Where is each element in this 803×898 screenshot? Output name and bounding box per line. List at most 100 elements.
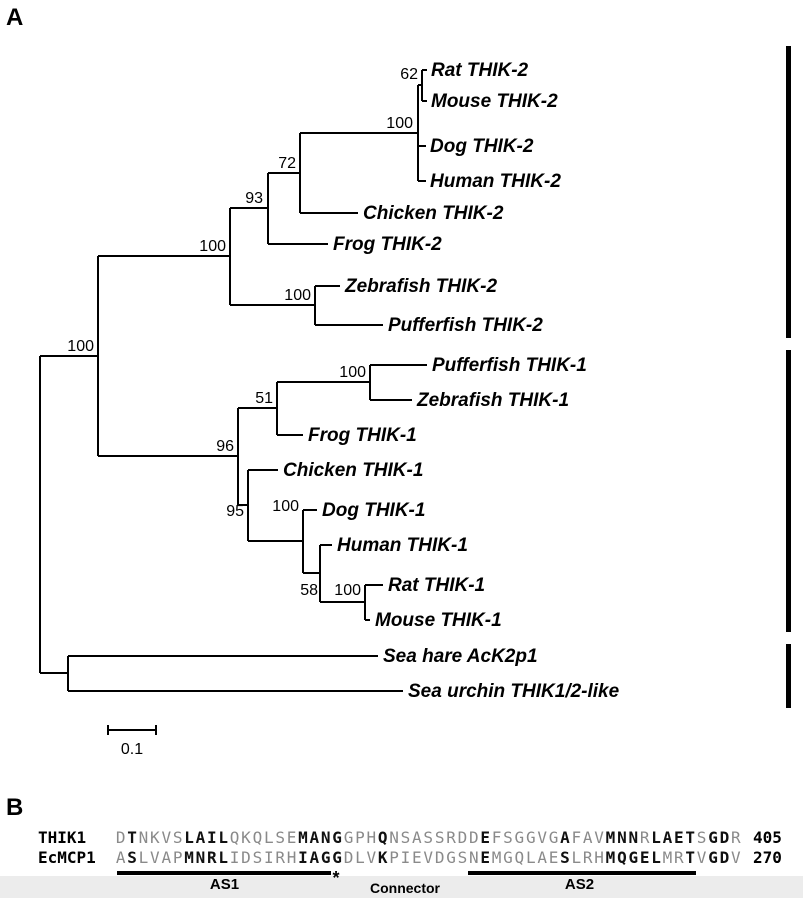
taxon-label: Sea urchin THIK1/2-like <box>408 681 620 702</box>
bootstrap-value: 93 <box>245 190 263 207</box>
residue: S <box>434 828 445 847</box>
as1-underline <box>117 871 331 875</box>
residue: I <box>263 848 274 867</box>
residue: G <box>343 828 354 847</box>
residue: L <box>184 828 194 847</box>
as1-label: AS1 <box>209 876 240 893</box>
residue: V <box>730 848 741 867</box>
residue: D <box>241 848 251 867</box>
taxon-label: Frog THIK-2 <box>333 234 442 255</box>
residue: V <box>423 848 434 867</box>
residue: R <box>446 828 456 847</box>
residue: G <box>446 848 456 867</box>
residue: R <box>674 848 684 867</box>
residue: K <box>150 828 160 847</box>
taxon-label: Mouse THIK-1 <box>375 610 502 631</box>
residue: D <box>115 828 126 847</box>
residue: M <box>662 848 673 867</box>
residue: Q <box>514 848 525 867</box>
taxon-label: Human THIK-2 <box>430 171 561 192</box>
residue: V <box>366 848 377 867</box>
panel-a-label: A <box>6 4 24 31</box>
tree-branches <box>39 69 427 692</box>
residue: E <box>480 828 491 847</box>
annotation-band <box>0 876 803 898</box>
taxon-label: Rat THIK-2 <box>431 60 529 81</box>
residue: A <box>309 848 320 867</box>
taxon-label: Human THIK-1 <box>337 535 468 556</box>
residue: K <box>377 848 388 867</box>
taxon-label: Dog THIK-2 <box>430 136 534 157</box>
residue-number: 405 <box>753 828 782 847</box>
residue: N <box>389 828 399 847</box>
residue: I <box>207 828 217 847</box>
residue: N <box>468 848 479 867</box>
residue: V <box>150 848 160 867</box>
residue: G <box>548 828 559 847</box>
residue: T <box>685 848 696 867</box>
scale-bar-label: 0.1 <box>121 741 143 758</box>
residue: S <box>696 828 707 847</box>
residue: A <box>412 828 422 847</box>
bootstrap-value: 100 <box>284 287 311 304</box>
taxon-label: Zebrafish THIK-1 <box>416 390 569 411</box>
taxon-label: Sea hare AcK2p1 <box>383 646 538 667</box>
residue: L <box>651 828 661 847</box>
residue: A <box>161 848 172 867</box>
sequence-name: EcMCP1 <box>38 848 96 867</box>
residue-number: 270 <box>753 848 782 867</box>
residue: F <box>491 828 502 847</box>
residue: G <box>525 828 536 847</box>
residue: G <box>514 828 525 847</box>
residue: L <box>651 848 661 867</box>
residue: N <box>195 848 206 867</box>
residue: L <box>355 848 365 867</box>
residue: V <box>696 848 707 867</box>
bootstrap-value: 100 <box>334 582 361 599</box>
taxon-label: Chicken THIK-2 <box>363 203 504 224</box>
residue: A <box>582 828 593 847</box>
scale-bar: 0.1 <box>107 725 157 758</box>
residue: E <box>286 828 297 847</box>
residue: G <box>320 848 331 867</box>
residue: G <box>332 848 342 867</box>
residue: S <box>127 848 137 867</box>
taxon-label: Pufferfish THIK-1 <box>432 355 587 376</box>
taxon-label: Pufferfish THIK-2 <box>388 315 543 336</box>
residue: M <box>605 848 616 867</box>
residue: Q <box>377 828 388 847</box>
residue: Q <box>617 848 627 867</box>
residue: I <box>229 848 240 867</box>
bootstrap-value: 100 <box>67 338 94 355</box>
residue: P <box>355 828 365 847</box>
residue: L <box>525 848 536 867</box>
residue: D <box>468 828 479 847</box>
residue: A <box>309 828 320 847</box>
residue: M <box>605 828 616 847</box>
residue: S <box>400 828 411 847</box>
residue: R <box>275 848 285 867</box>
residue: I <box>298 848 308 867</box>
residue: L <box>218 848 229 867</box>
residue: P <box>172 848 183 867</box>
residue: E <box>480 848 491 867</box>
bootstrap-labels: 62 100 72 93 100 100 100 100 51 96 95 10… <box>67 66 418 599</box>
residue: S <box>252 848 263 867</box>
taxon-label: Dog THIK-1 <box>322 500 425 521</box>
residue: T <box>127 828 137 847</box>
residue: A <box>662 828 673 847</box>
residue: I <box>400 848 411 867</box>
clade-bars <box>786 46 791 708</box>
clade-bar-thik2 <box>786 46 791 338</box>
residue: V <box>537 828 547 847</box>
bootstrap-value: 62 <box>400 66 418 83</box>
residue: V <box>161 828 172 847</box>
residue: H <box>286 848 297 867</box>
residue: H <box>366 828 377 847</box>
residue: D <box>719 828 730 847</box>
residue: E <box>548 848 559 867</box>
